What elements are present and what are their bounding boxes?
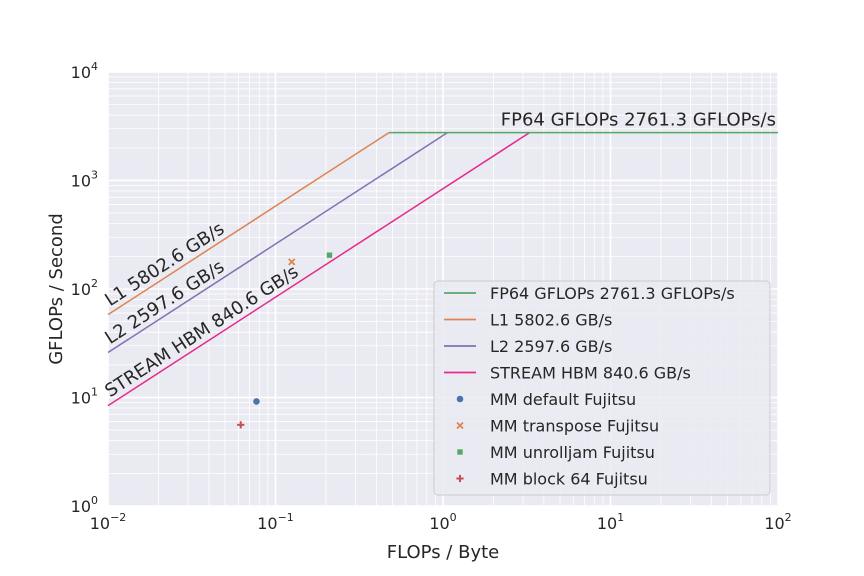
- x-tick-label: 10−2: [90, 511, 127, 533]
- legend-label: MM block 64 Fujitsu: [490, 470, 648, 489]
- legend-entry: FP64 GFLOPs 2761.3 GFLOPs/s: [444, 284, 735, 303]
- data-points: [237, 252, 333, 429]
- y-tick-label: 100: [71, 494, 98, 516]
- y-axis-label: GFLOPs / Second: [46, 213, 67, 365]
- y-tick-label: 104: [71, 60, 98, 82]
- y-tick-label: 102: [71, 277, 98, 299]
- legend-label: FP64 GFLOPs 2761.3 GFLOPs/s: [490, 284, 735, 303]
- legend-entry: MM unrolljam Fujitsu: [457, 443, 655, 462]
- legend-label: MM transpose Fujitsu: [490, 417, 659, 436]
- x-tick-label: 102: [764, 511, 791, 533]
- peak-flops-annotation: FP64 GFLOPs 2761.3 GFLOPs/s: [501, 110, 776, 131]
- legend-entry: MM default Fujitsu: [456, 390, 636, 409]
- legend-marker-swatch: [456, 421, 464, 430]
- x-tick-label: 100: [429, 511, 456, 533]
- legend-marker-swatch: [456, 395, 464, 403]
- x-marker-stroke: [456, 421, 464, 430]
- data-point: [288, 258, 296, 266]
- y-tick-labels: 100 101 102 103 104: [71, 60, 98, 516]
- y-tick-label: 103: [71, 169, 98, 191]
- bandwidth-roof-line: [107, 132, 448, 354]
- legend-label: MM unrolljam Fujitsu: [490, 443, 655, 462]
- x-tick-label: 10−1: [257, 511, 294, 533]
- legend-entry: MM transpose Fujitsu: [456, 417, 659, 436]
- legend-label: L2 2597.6 GB/s: [490, 337, 612, 356]
- legend-entry: MM block 64 Fujitsu: [456, 470, 648, 489]
- legend-box: [433, 280, 771, 496]
- legend-marker-swatch: [456, 474, 464, 483]
- legend-marker-swatch: [457, 449, 463, 455]
- legend: FP64 GFLOPs 2761.3 GFLOPs/s L1 5802.6 GB/…: [433, 280, 771, 496]
- y-tick-label: 101: [71, 386, 98, 408]
- legend-entry: STREAM HBM 840.6 GB/s: [444, 364, 691, 383]
- legend-label: STREAM HBM 840.6 GB/s: [490, 364, 691, 383]
- legend-label: MM default Fujitsu: [490, 390, 636, 409]
- data-point: [326, 252, 333, 258]
- x-axis-label: FLOPs / Byte: [387, 542, 499, 563]
- legend-label: L1 5802.6 GB/s: [490, 311, 612, 330]
- bandwidth-roof-line: [107, 132, 390, 316]
- legend-entry: L1 5802.6 GB/s: [444, 311, 612, 330]
- x-tick-label: 101: [597, 511, 624, 533]
- data-point: [237, 421, 245, 429]
- x-tick-labels: 10−2 10−1 100 101 102: [90, 511, 792, 533]
- data-point: [253, 398, 260, 405]
- bandwidth-roof-line: [107, 132, 530, 407]
- roofline-series: [107, 131, 778, 407]
- legend-entry: L2 2597.6 GB/s: [444, 337, 612, 356]
- x-marker-stroke: [288, 258, 296, 266]
